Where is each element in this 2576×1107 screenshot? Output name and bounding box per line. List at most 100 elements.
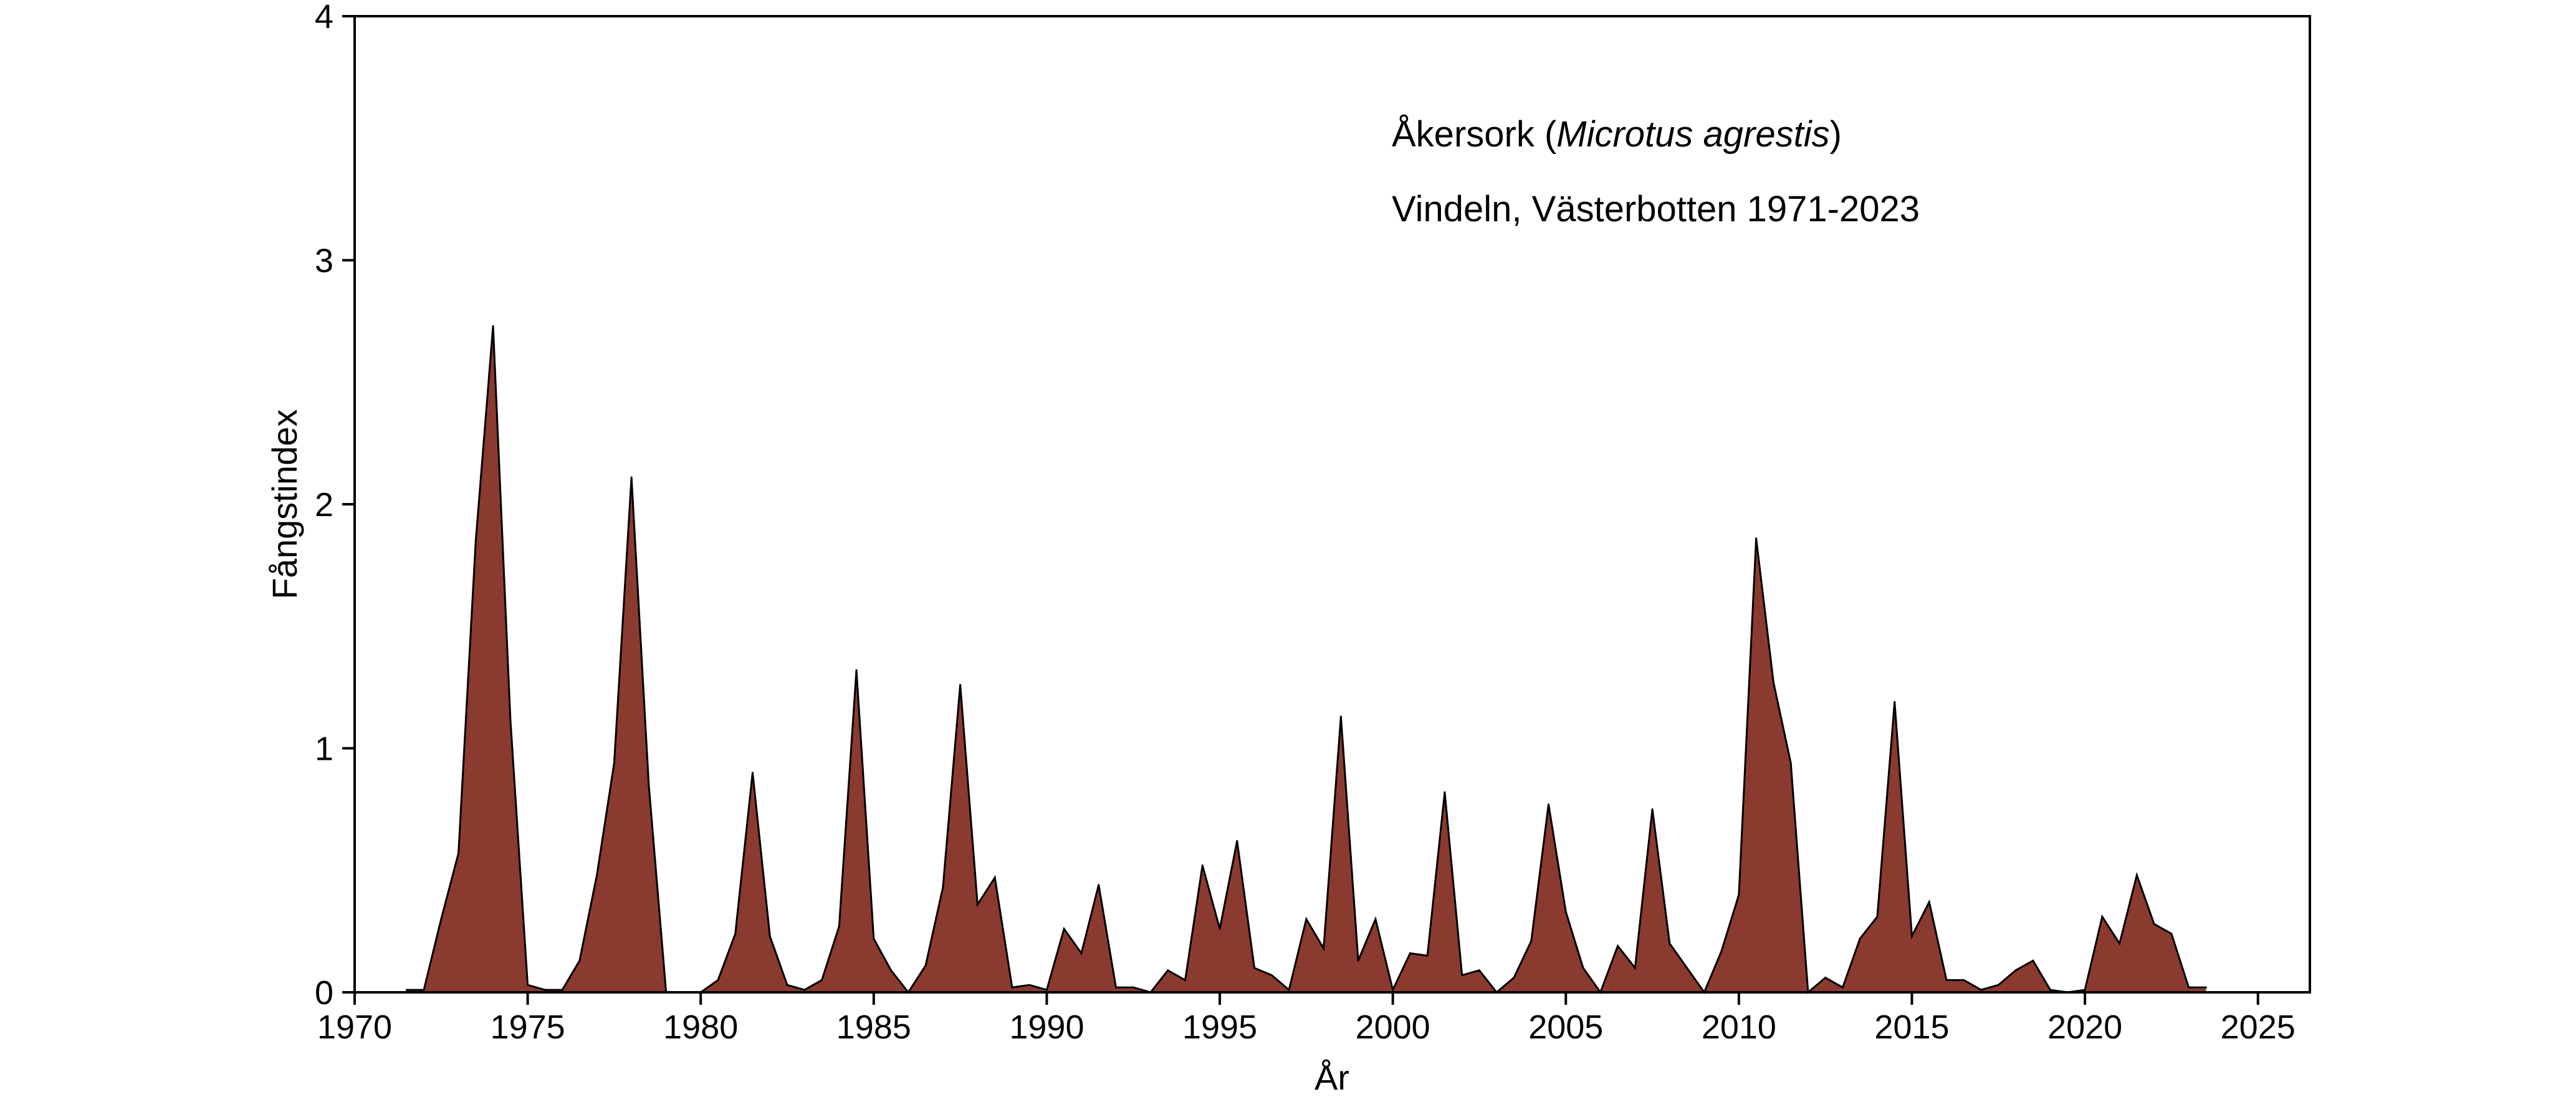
x-tick-label: 1975 [491,1009,565,1046]
data-point [1876,916,1879,918]
data-point [1841,986,1844,989]
data-point [786,984,788,986]
data-point [976,903,979,906]
x-tick-label: 2005 [1528,1009,1603,1046]
data-point [717,979,719,981]
data-point [1720,949,1723,952]
data-point [803,989,806,991]
data-point [752,772,754,774]
data-point [1772,681,1774,684]
data-point [1859,937,1861,940]
data-point [474,540,477,542]
data-point [1184,979,1187,981]
data-point [1011,986,1013,989]
species-latin-name: Microtus agrestis [1556,114,1829,155]
data-point [648,784,650,786]
data-point [1513,977,1515,979]
y-axis-title: Fångstindex [265,409,304,599]
data-point [1945,979,1948,981]
data-point [2188,986,2190,989]
data-point [2135,874,2138,876]
y-tick-label: 1 [315,731,333,768]
data-point [1548,803,1550,806]
data-point [561,989,563,991]
data-point [1098,884,1100,886]
data-point [423,989,425,991]
x-tick-label: 2020 [2047,1009,2122,1046]
x-tick-label: 1970 [317,1009,392,1046]
x-tick-label: 1990 [1009,1009,1084,1046]
data-point [1323,947,1325,950]
data-point [509,718,512,721]
x-tick-label: 2015 [1874,1009,1949,1046]
species-annotation: Åkersork (Microtus agrestis) [1392,114,1842,155]
data-point [924,964,927,967]
data-point [1374,918,1377,921]
data-point [1478,969,1480,972]
data-point [1045,989,1048,991]
data-point [821,979,823,981]
data-point [1634,967,1636,969]
data-point [1132,986,1134,989]
data-point [2205,986,2207,989]
x-tick-label: 2010 [1702,1009,1776,1046]
data-point [613,762,615,764]
data-point [1582,967,1584,969]
data-point [1305,918,1308,921]
data-point [1963,979,1965,981]
y-tick-label: 2 [315,486,333,524]
data-point [630,476,633,479]
data-point [1426,954,1429,957]
data-layer [405,325,2207,995]
axis-ticks: 1970 1975 1980 1985 1990 1995 2000 2005 2010 2015… [315,0,2296,1046]
data-point [2153,923,2155,925]
data-point [942,886,944,889]
data-point [1755,537,1758,540]
data-point [1219,927,1221,930]
data-point [1617,945,1619,947]
data-point [2049,989,2052,991]
data-point [440,918,443,921]
species-common-name: Åkersork ( [1392,114,1556,155]
x-tick-label: 2000 [1356,1009,1430,1046]
data-point [838,925,840,927]
data-point [734,932,737,935]
data-point [1651,808,1654,810]
data-point [1201,864,1204,866]
y-tick-label: 4 [315,0,333,36]
data-point [1530,940,1533,942]
data-point [405,989,408,991]
data-point [2032,959,2034,962]
data-point [1461,974,1463,977]
species-close-paren: ) [1830,114,1842,155]
x-tick-label: 1995 [1182,1009,1257,1046]
data-point [2084,989,2086,991]
x-tick-label: 1980 [663,1009,738,1046]
data-point [578,959,581,962]
data-point [855,669,858,671]
data-point [1236,840,1238,842]
data-point [1357,959,1359,962]
data-point [2014,969,2017,972]
data-point [1824,977,1827,979]
y-tick-label: 0 [315,974,333,1012]
data-point [1339,716,1342,718]
data-point [1789,762,1792,764]
data-point [994,876,996,879]
data-point [1409,952,1411,954]
data-point [890,969,893,972]
data-point [527,984,529,986]
data-point [492,325,494,327]
data-point [1686,967,1688,969]
data-point [1910,935,1913,937]
location-annotation: Vindeln, Västerbotten 1971-2023 [1392,189,1920,229]
series-line [406,326,2206,995]
y-tick-label: 3 [315,242,333,280]
data-point [1564,911,1567,913]
data-point [1997,984,1999,986]
data-point [1444,791,1446,793]
data-point [1980,989,1983,991]
x-axis-title: År [1314,1058,1349,1097]
